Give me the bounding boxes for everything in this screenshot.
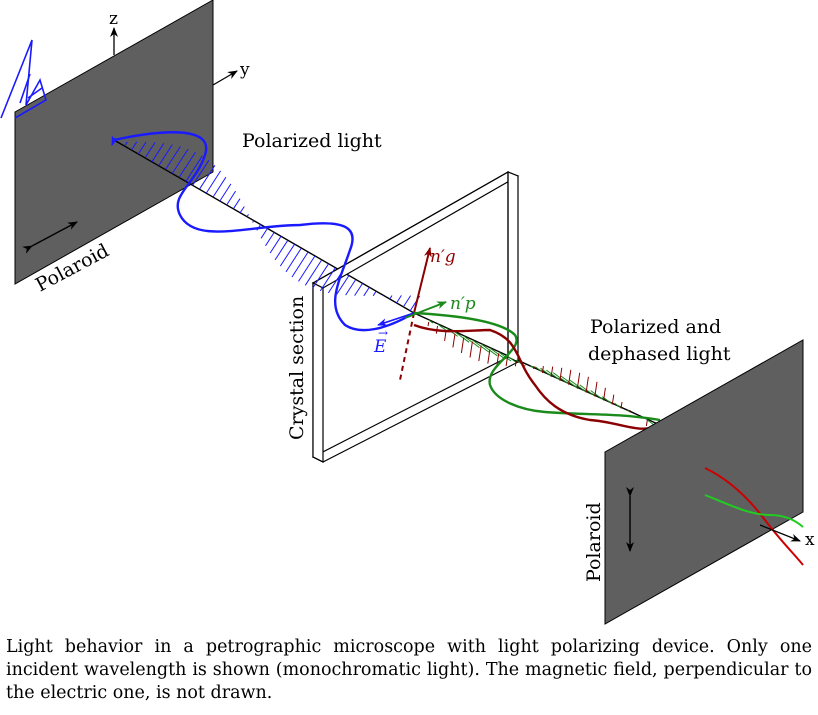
np-arrow-icon <box>404 301 447 319</box>
e-vector-arrow-icon <box>377 312 415 326</box>
slow-wave-curve <box>413 323 661 430</box>
right-polaroid: Polaroid <box>583 339 804 625</box>
axis-y-arrow-icon <box>212 70 238 86</box>
ng-direction-dashed <box>399 312 415 381</box>
crystal-section-label: Crystal section <box>286 296 308 440</box>
ng-arrow-icon <box>413 247 432 314</box>
right-fast-wave-trace <box>704 494 804 528</box>
polaroid-right-label: Polaroid <box>583 502 605 582</box>
fast-wave-curve <box>413 311 661 422</box>
incident-light-stub <box>0 39 47 119</box>
light-polarization-diagram: Polaroid z y Crystal section E → Polariz… <box>0 0 815 625</box>
polarized-wave-curve <box>113 131 415 332</box>
polarized-wave: E → <box>111 131 421 357</box>
np-prime-label: n′p <box>450 294 476 314</box>
axis-y-label: y <box>239 60 250 80</box>
ng-prime-label: n′g <box>430 247 456 267</box>
polarized-dephased-label-line1: Polarized and <box>590 316 721 338</box>
dephased-waves <box>413 311 666 434</box>
slow-wave-hatching <box>427 321 657 434</box>
axis-z-label: z <box>109 9 118 29</box>
right-polaroid-plate <box>604 339 804 625</box>
polarized-dephased-label-line2: dephased light <box>588 343 731 365</box>
double-arrow-icon <box>22 221 78 254</box>
figure-caption: Light behavior in a petrographic microsc… <box>6 637 812 703</box>
polarized-light-label: Polarized light <box>242 130 382 152</box>
axis-x-arrow-icon <box>759 524 801 542</box>
right-slow-wave-trace <box>704 467 804 566</box>
crystal-eigen-directions: n′g n′p <box>399 247 476 381</box>
e-vector-arrow-accent: → <box>378 326 388 340</box>
e-vector-label: E <box>373 337 387 357</box>
crystal-section: Crystal section <box>286 170 520 463</box>
axis-x-label: x <box>805 530 815 550</box>
polarized-wave-hatching <box>124 141 421 312</box>
axes: z y <box>109 9 250 86</box>
